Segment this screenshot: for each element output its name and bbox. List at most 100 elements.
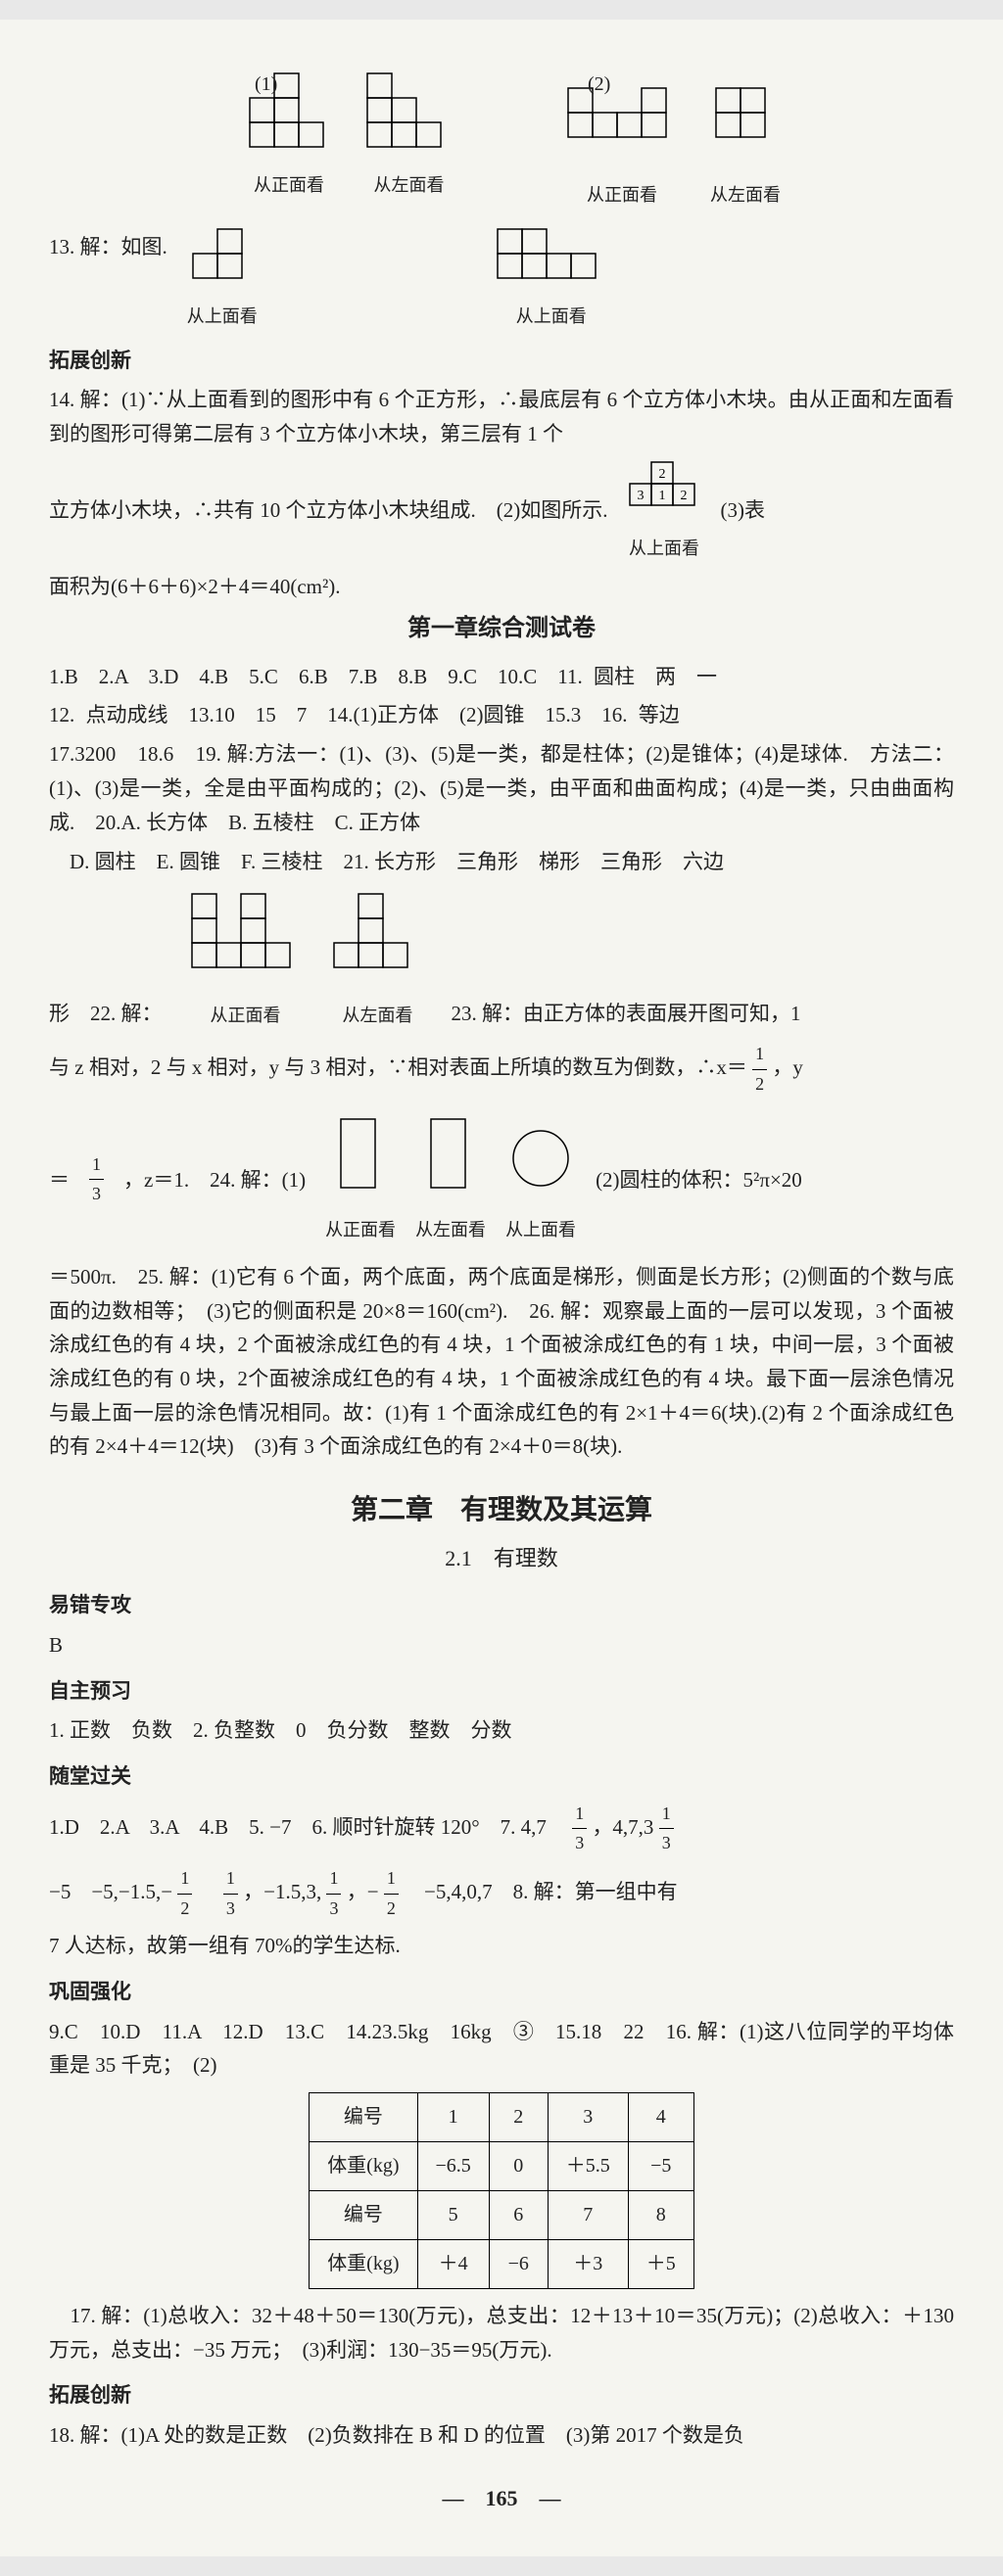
cp1a: 1.D 2.A 3.A 4.B 5. −7 6. 顺时针旋转 120° 7. 4… (49, 1815, 567, 1839)
frac: 13 (223, 1864, 238, 1923)
frac: 12 (177, 1864, 192, 1923)
q13-text: 13. 解：如图. (49, 230, 167, 264)
q24-post: (2)圆柱的体积：5²π×20 (596, 1163, 954, 1197)
weight-table: 编号 1 2 3 4 体重(kg) −6.5 0 ＋5.5 −5 编号 5 6 … (309, 2092, 694, 2289)
q14-text-d: 面积为(6＋6＋6)×2＋4＝40(cm²). (49, 570, 954, 604)
co-line-1: 9.C 10.D 11.A 12.D 13.C 14.23.5kg 16kg ③… (49, 2015, 954, 2083)
q24-equals: ＝ (49, 1163, 70, 1197)
frac: 12 (384, 1864, 399, 1923)
cell: 5 (417, 2190, 489, 2239)
table-row: 体重(kg) −6.5 0 ＋5.5 −5 (310, 2141, 694, 2190)
table-row: 编号 5 6 7 8 (310, 2190, 694, 2239)
self-preview-title: 自主预习 (49, 1674, 954, 1709)
q24-left: 从左面看 (415, 1114, 486, 1245)
cell: 6 (489, 2190, 548, 2239)
q24-top: 从上面看 (505, 1114, 576, 1245)
cp2a: −5 −5,−1.5,− (49, 1880, 172, 1903)
rect-shape (426, 1114, 475, 1202)
front-label: 从正面看 (187, 1002, 305, 1031)
left-label: 从左面看 (415, 1216, 486, 1245)
left-label: 从左面看 (362, 171, 455, 201)
svg-text:2: 2 (681, 489, 688, 503)
grid-shape (711, 69, 780, 166)
shape2-front-block: 从正面看 (563, 69, 681, 210)
top-label: 从上面看 (622, 535, 705, 564)
q22-prefix: 形 22. 解： (49, 997, 163, 1031)
q23-text: 与 z 相对，2 与 x 相对，y 与 3 相对，∵相对表面上所填的数互为倒数，… (49, 1040, 954, 1099)
cell: 2 (489, 2092, 548, 2141)
frac: 13 (326, 1864, 341, 1923)
grid-shape (329, 889, 427, 987)
cp2c: ，−1.5,3, (243, 1880, 321, 1903)
front-label: 从正面看 (325, 1216, 396, 1245)
grid-shape (188, 224, 257, 288)
test-line-4: D. 圆柱 E. 圆锥 F. 三棱柱 21. 长方形 三角形 梯形 三角形 六边 (49, 845, 954, 879)
q23-text-main: 与 z 相对，2 与 x 相对，y 与 3 相对，∵相对表面上所填的数互为倒数，… (49, 1055, 747, 1079)
cell: 3 (548, 2092, 628, 2141)
chapter-2-title: 第二章 有理数及其运算 (49, 1488, 954, 1533)
test-line-1: 1.B 2.A 3.D 4.B 5.C 6.B 7.B 8.B 9.C 10.C… (49, 660, 954, 694)
consolidate-title: 巩固强化 (49, 1975, 954, 2009)
frac: 13 (659, 1800, 674, 1858)
fraction-half: 12 (752, 1040, 767, 1099)
q18-text: 18. 解：(1)A 处的数是正数 (2)负数排在 B 和 D 的位置 (3)第… (49, 2418, 954, 2453)
cell: 4 (628, 2092, 693, 2141)
cell: ＋3 (548, 2239, 628, 2288)
shape2-left-block: 从左面看 (710, 69, 781, 210)
cell: −6 (489, 2239, 548, 2288)
th-weight: 体重(kg) (310, 2141, 417, 2190)
q23-prefix: 23. 解：由正方体的表面展开图可知，1 (452, 997, 955, 1031)
cell: 0 (489, 2141, 548, 2190)
table-row: 体重(kg) ＋4 −6 ＋3 ＋5 (310, 2239, 694, 2288)
th-number: 编号 (310, 2092, 417, 2141)
shape1-left-block: 从左面看 (362, 69, 455, 200)
num-1-label: (1) (255, 69, 277, 101)
class-pass-title: 随堂过关 (49, 1759, 954, 1794)
page-num-value: 165 (486, 2486, 518, 2510)
test-chapter-title: 第一章综合测试卷 (49, 610, 954, 649)
table-row: 编号 1 2 3 4 (310, 2092, 694, 2141)
grid-shape: 2 3 1 2 (622, 457, 705, 521)
section-extension: 拓展创新 (49, 344, 954, 378)
cp2d: ，− (347, 1880, 379, 1903)
frac: 13 (572, 1800, 587, 1858)
svg-text:3: 3 (638, 489, 645, 503)
q14-text-a: 14. 解：(1)∵从上面看到的图形中有 6 个正方形，∴最底层有 6 个立方体… (49, 383, 954, 450)
q24-front: 从正面看 (325, 1114, 396, 1245)
page-number: — 165 — (49, 2481, 954, 2516)
top-label: 从上面看 (187, 303, 258, 332)
q13-top-block: 从上面看 (187, 224, 258, 331)
q17-text: 17. 解：(1)总收入：32＋48＋50＝130(万元)，总支出：12＋13＋… (49, 2299, 954, 2366)
cp1b: ，4,7,3 (592, 1815, 653, 1839)
th-number: 编号 (310, 2190, 417, 2239)
self-preview-l1: 1. 正数 负数 2. 负整数 0 负分数 整数 分数 (49, 1713, 954, 1748)
cp2b (198, 1880, 218, 1903)
grid-shape (362, 69, 455, 157)
cp-line-2: −5 −5,−1.5,− 12 13 ，−1.5,3, 13 ，− 12 −5,… (49, 1864, 954, 1923)
answer-b: B (49, 1628, 954, 1663)
cell: ＋5 (628, 2239, 693, 2288)
ext2-title: 拓展创新 (49, 2378, 954, 2412)
cp2e: −5,4,0,7 8. 解：第一组中有 (404, 1880, 678, 1903)
cell: 8 (628, 2190, 693, 2239)
cell: ＋4 (417, 2239, 489, 2288)
circle-shape (506, 1114, 575, 1202)
q22-front: 从正面看 (187, 889, 305, 1030)
cell: ＋5.5 (548, 2141, 628, 2190)
front-label: 从正面看 (245, 171, 333, 201)
top-diagrams-region: (1) (2) 从正面看 (49, 69, 954, 210)
left-label: 从左面看 (710, 181, 781, 211)
test-line-3: 17.3200 18.6 19. 解:方法一：(1)、(3)、(5)是一类，都是… (49, 737, 954, 839)
q24-z: ，z＝1. 24. 解：(1) (123, 1163, 306, 1197)
test-line-2: 12. 点动成线 13.10 15 7 14.(1)正方体 (2)圆锥 15.3… (49, 698, 954, 732)
grid-shape (563, 69, 681, 166)
left-label: 从左面看 (329, 1002, 427, 1031)
easy-error-title: 易错专攻 (49, 1588, 954, 1622)
cell: 7 (548, 2190, 628, 2239)
q22-left: 从左面看 (329, 889, 427, 1030)
q13-top-block2: 从上面看 (493, 224, 610, 331)
svg-text:1: 1 (659, 489, 666, 503)
q25-text: ＝500π. 25. 解：(1)它有 6 个面，两个底面，两个底面是梯形，侧面是… (49, 1260, 954, 1464)
grid-shape (187, 889, 305, 987)
cell: −5 (628, 2141, 693, 2190)
